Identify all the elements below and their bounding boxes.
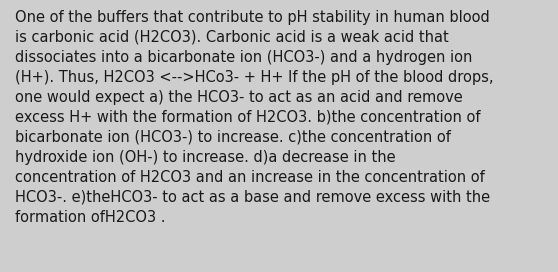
Text: One of the buffers that contribute to pH stability in human blood
is carbonic ac: One of the buffers that contribute to pH…	[15, 10, 494, 225]
